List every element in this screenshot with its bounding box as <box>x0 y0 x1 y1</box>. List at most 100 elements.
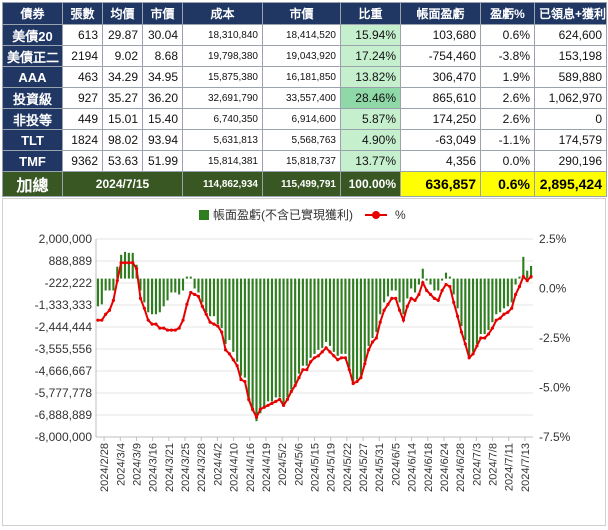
cell-market-value: 5,568,763 <box>262 129 341 151</box>
pnl-bar <box>170 278 173 293</box>
pnl-bar <box>340 278 343 354</box>
pnl-bar <box>506 278 509 307</box>
pct-point <box>374 336 378 340</box>
pct-point <box>413 298 417 302</box>
cell-weight: 13.82% <box>340 66 401 88</box>
cell-pnl: 306,470 <box>400 66 481 88</box>
pnl-bar <box>162 278 165 307</box>
pnl-bar <box>444 272 448 279</box>
pnl-bar <box>510 278 513 303</box>
col-header-pnl: 帳面盈虧 <box>400 2 481 25</box>
pnl-bar <box>205 278 208 313</box>
table-row: 投資級 927 35.27 36.20 32,691,790 33,557,400 28.4… <box>2 87 607 109</box>
cell-market-price: 30.04 <box>142 24 183 46</box>
cell-pnl-pct: 1.9% <box>480 66 535 88</box>
total-income: 2,895,424 <box>534 171 607 197</box>
pnl-bar <box>127 252 130 279</box>
cell-income: 624,600 <box>534 24 607 46</box>
row-name: 非投等 <box>2 108 63 130</box>
pct-point <box>359 376 363 380</box>
cell-pnl: 174,250 <box>400 108 481 130</box>
pnl-bar <box>263 278 266 408</box>
x-tick-label: 2024/3/4 <box>115 443 127 486</box>
pct-point <box>239 377 243 382</box>
cell-shares: 2194 <box>62 45 103 67</box>
pnl-bar <box>301 278 304 366</box>
pnl-bar <box>363 278 366 362</box>
table-row: TMF 9362 53.63 51.99 15,814,381 15,818,737 13.… <box>2 150 607 172</box>
col-header-pnl-pct: 盈虧% <box>480 2 535 25</box>
cell-market-value: 15,818,737 <box>262 150 341 172</box>
left-tick-label: -2,444,444 <box>35 320 93 334</box>
pnl-bar <box>491 278 494 323</box>
pct-point <box>367 348 371 352</box>
pnl-bar <box>530 265 533 279</box>
cell-avg-price: 35.27 <box>102 87 143 109</box>
pct-point <box>339 356 344 360</box>
pnl-bar <box>270 278 274 402</box>
pct-point <box>220 330 224 334</box>
total-pnl-pct: 0.6% <box>480 171 535 197</box>
table-row: 非投等 449 15.01 15.40 6,740,350 6,914,600 5.87% 1… <box>2 108 607 130</box>
cell-avg-price: 29.87 <box>102 24 143 46</box>
pct-point <box>289 389 293 394</box>
pct-point <box>305 368 309 372</box>
x-tick-label: 2024/7/13 <box>520 443 532 492</box>
pnl-bar <box>394 278 397 291</box>
pct-point <box>274 399 278 403</box>
pnl-bar <box>437 278 440 291</box>
right-tick-label: 2.5% <box>539 232 567 246</box>
total-label: 加總 <box>2 171 63 197</box>
x-tick-label: 2024/5/19 <box>326 443 338 492</box>
pnl-bar <box>336 278 339 356</box>
pct-point <box>123 261 127 265</box>
pnl-bar <box>390 278 393 291</box>
pct-point <box>200 304 204 308</box>
cell-income: 153,198 <box>534 45 607 67</box>
right-tick-label: 0.0% <box>539 282 567 296</box>
pct-point <box>378 320 382 324</box>
col-header-price: 市價 <box>142 2 183 25</box>
left-tick-label: -6,888,889 <box>35 408 93 422</box>
pnl-bar <box>518 276 521 279</box>
col-header-cost: 成本 <box>182 2 263 25</box>
pnl-bar <box>433 278 436 291</box>
pnl-bar <box>239 278 243 376</box>
table-row: 美債正二 2194 9.02 8.68 19,798,380 19,043,920 17.2… <box>2 45 607 67</box>
pnl-bar <box>255 278 258 422</box>
pnl-bar <box>181 278 185 291</box>
pnl-bar <box>309 278 312 358</box>
pct-point <box>247 397 251 401</box>
pnl-bar <box>483 278 486 335</box>
pct-point <box>324 346 328 350</box>
cell-cost: 32,691,790 <box>182 87 263 109</box>
pnl-bar <box>499 278 502 313</box>
pnl-bar <box>452 278 455 295</box>
cell-weight: 28.46% <box>340 87 401 109</box>
pct-point <box>150 322 154 326</box>
pnl-chart: 2,000,000 888,889 -222,222 -1,333,333 -2,444… <box>2 198 606 526</box>
pnl-bar <box>456 278 459 309</box>
x-tick-label: 2024/3/25 <box>180 443 192 492</box>
pnl-bar <box>112 278 115 291</box>
pct-point <box>216 324 220 328</box>
pct-point <box>459 330 464 334</box>
cell-weight: 5.87% <box>340 108 401 130</box>
cell-market-value: 18,414,520 <box>262 24 341 46</box>
x-tick-label: 2024/5/15 <box>310 443 322 492</box>
cell-shares: 463 <box>62 66 103 88</box>
right-tick-label: -7.5% <box>539 430 571 444</box>
pct-point <box>169 328 174 332</box>
pnl-bar <box>367 278 370 346</box>
pnl-bar <box>317 278 320 350</box>
pct-point <box>146 318 150 322</box>
x-tick-label: 2024/7/11 <box>504 443 516 491</box>
pct-point <box>243 379 247 384</box>
pnl-bar <box>398 278 401 303</box>
holdings-table: 債券 張數 均價 市價 成本 市價 比重 帳面盈虧 盈虧% 已領息+獲利 美債2… <box>2 2 607 197</box>
pct-point <box>270 401 274 405</box>
cell-income: 290,196 <box>534 150 607 172</box>
row-name: 美債20 <box>2 24 63 46</box>
pct-point <box>525 278 529 283</box>
cell-avg-price: 9.02 <box>102 45 143 67</box>
